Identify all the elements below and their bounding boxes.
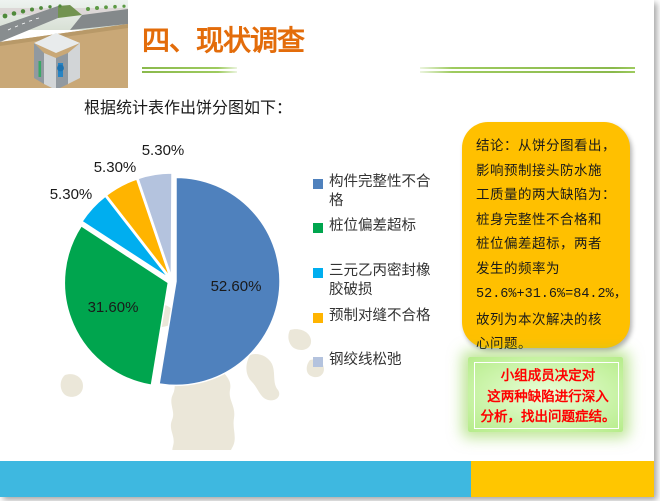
svg-text:52.60%: 52.60% xyxy=(211,278,262,295)
svg-text:31.60%: 31.60% xyxy=(88,299,139,316)
